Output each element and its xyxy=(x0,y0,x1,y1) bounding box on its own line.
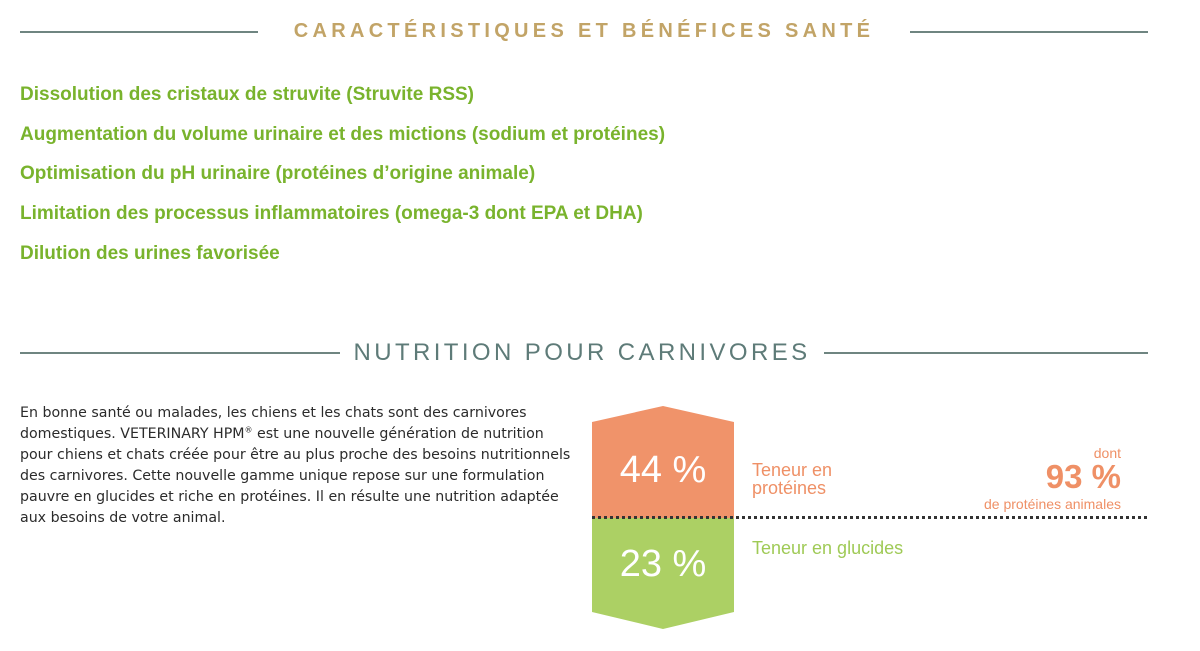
nutrition-heading-rule-right xyxy=(824,352,1148,354)
carb-hexagon-bottom xyxy=(592,518,734,629)
protein-label-line2: protéines xyxy=(752,478,827,498)
benefits-list: Dissolution des cristaux de struvite (St… xyxy=(20,82,665,280)
animal-protein-percentage: 93 % xyxy=(1045,458,1121,495)
nutrition-heading-rule-left xyxy=(20,352,340,354)
animal-protein-label: de protéines animales xyxy=(984,496,1121,512)
nutrition-section-title: NUTRITION POUR CARNIVORES xyxy=(353,339,811,366)
nutrition-intro-text: En bonne santé ou malades, les chiens et… xyxy=(20,403,575,529)
health-heading-rule-left xyxy=(20,31,258,33)
benefit-item-urine-volume: Augmentation du volume urinaire et des m… xyxy=(20,123,666,145)
health-section-title: CARACTÉRISTIQUES ET BÉNÉFICES SANTÉ xyxy=(293,20,875,42)
protein-percentage: 44 % xyxy=(619,449,707,491)
dont-label: dont xyxy=(1093,445,1121,461)
intro-text-part-1: En bonne santé ou malades, les chiens et… xyxy=(20,405,527,442)
benefit-item-inflammation: Limitation des processus inflammatoires … xyxy=(20,203,643,225)
intro-text-part-2: est une nouvelle génération de nutrition… xyxy=(20,426,571,526)
benefit-item-ph: Optimisation du pH urinaire (protéines d… xyxy=(20,163,536,185)
benefit-item-struvite: Dissolution des cristaux de struvite (St… xyxy=(20,84,474,105)
benefit-item-dilution: Dilution des urines favorisée xyxy=(20,242,280,264)
carb-label: Teneur en glucides xyxy=(752,538,904,558)
carb-percentage: 23 % xyxy=(619,543,707,585)
registered-mark: ® xyxy=(244,425,253,435)
protein-hexagon-top xyxy=(592,406,734,518)
protein-label-line1: Teneur en xyxy=(752,460,833,480)
health-heading-rule-right xyxy=(910,31,1148,33)
protein-label: Teneur en protéines xyxy=(752,461,832,497)
